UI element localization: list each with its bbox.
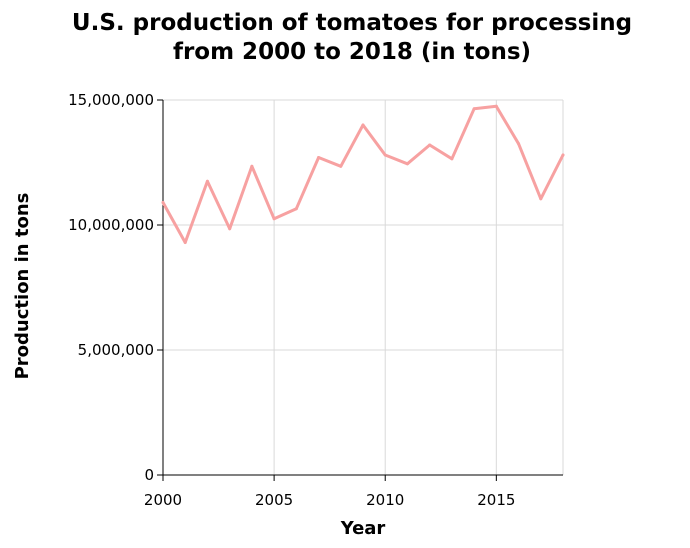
data-point bbox=[539, 197, 543, 201]
data-point bbox=[428, 143, 432, 147]
data-point bbox=[183, 241, 187, 244]
data-point bbox=[205, 179, 209, 183]
y-tick-label: 0 bbox=[144, 466, 154, 484]
x-tick-label: 2000 bbox=[144, 491, 182, 509]
gridlines bbox=[163, 99, 564, 475]
data-point bbox=[161, 201, 165, 204]
data-point bbox=[317, 156, 321, 159]
x-axis-label: Year bbox=[340, 518, 386, 539]
data-point bbox=[228, 227, 232, 231]
series-layer bbox=[161, 104, 565, 244]
series-line bbox=[161, 104, 565, 244]
y-tick-label: 10,000,000 bbox=[68, 216, 154, 234]
y-tick-label: 5,000,000 bbox=[78, 341, 154, 359]
tick-labels: 0 5,000,000 10,000,000 15,000,000 2000 2005 20… bbox=[68, 91, 515, 509]
data-point bbox=[383, 153, 387, 157]
data-point bbox=[361, 123, 365, 127]
axes bbox=[162, 100, 563, 476]
data-point bbox=[561, 153, 565, 157]
data-point bbox=[517, 142, 521, 146]
data-point bbox=[272, 217, 276, 221]
chart-title-line-1: U.S. production of tomatoes for processi… bbox=[72, 10, 632, 36]
y-axis-label: Production in tons bbox=[12, 193, 33, 380]
data-point bbox=[472, 107, 476, 111]
data-point bbox=[339, 164, 343, 168]
y-tick-label: 15,000,000 bbox=[68, 91, 154, 109]
x-tick-label: 2010 bbox=[366, 491, 404, 509]
data-point bbox=[494, 104, 498, 108]
data-point bbox=[294, 207, 298, 211]
chart-title-line-2: from 2000 to 2018 (in tons) bbox=[173, 39, 531, 65]
x-tick-label: 2005 bbox=[255, 491, 293, 509]
data-point bbox=[405, 162, 409, 166]
data-point bbox=[250, 164, 254, 168]
data-point bbox=[450, 157, 454, 161]
x-tick-label: 2015 bbox=[477, 491, 515, 509]
